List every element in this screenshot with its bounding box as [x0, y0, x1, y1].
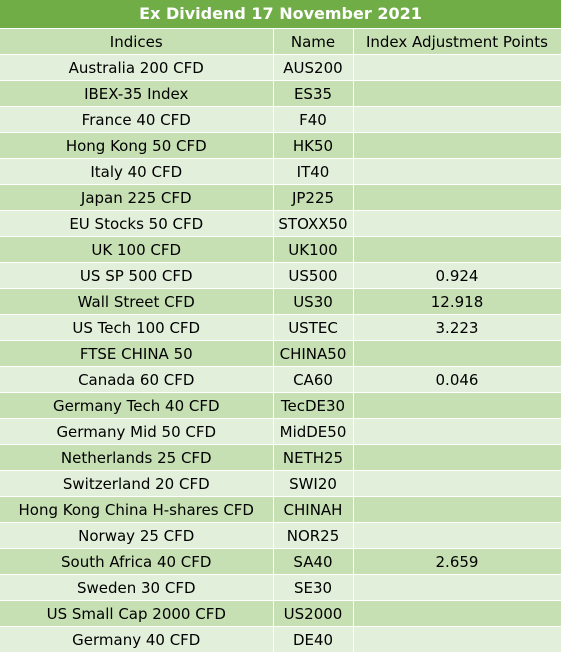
- cell-name: NETH25: [273, 444, 354, 471]
- cell-name: STOXX50: [273, 210, 354, 237]
- table-row: Germany Tech 40 CFD TecDE30: [0, 392, 561, 419]
- cell-name: UK100: [273, 236, 354, 263]
- table-row: FTSE CHINA 50 CHINA50: [0, 340, 561, 367]
- cell-points: 2.659: [353, 548, 561, 575]
- cell-index: Wall Street CFD: [0, 288, 274, 315]
- table-row: US Small Cap 2000 CFD US2000: [0, 600, 561, 627]
- header-name: Name: [273, 29, 354, 55]
- table-row: Italy 40 CFD IT40: [0, 158, 561, 185]
- cell-index: US Small Cap 2000 CFD: [0, 600, 274, 627]
- cell-points: 12.918: [353, 288, 561, 315]
- table-row: US Tech 100 CFD USTEC 3.223: [0, 314, 561, 341]
- cell-index: Hong Kong China H-shares CFD: [0, 496, 274, 523]
- cell-points: [353, 340, 561, 367]
- table-row: Japan 225 CFD JP225: [0, 184, 561, 211]
- cell-index: US Tech 100 CFD: [0, 314, 274, 341]
- table-row: South Africa 40 CFD SA40 2.659: [0, 548, 561, 575]
- cell-index: EU Stocks 50 CFD: [0, 210, 274, 237]
- table-row: France 40 CFD F40: [0, 106, 561, 133]
- cell-index: US SP 500 CFD: [0, 262, 274, 289]
- cell-points: [353, 236, 561, 263]
- cell-index: South Africa 40 CFD: [0, 548, 274, 575]
- dividend-table: Indices Name Index Adjustment Points Aus…: [0, 29, 561, 653]
- table-row: Netherlands 25 CFD NETH25: [0, 444, 561, 471]
- cell-points: [353, 132, 561, 159]
- cell-index: Japan 225 CFD: [0, 184, 274, 211]
- table-row: Norway 25 CFD NOR25: [0, 522, 561, 549]
- header-adjustment-points: Index Adjustment Points: [353, 29, 561, 55]
- header-indices: Indices: [0, 29, 274, 55]
- cell-index: Germany Tech 40 CFD: [0, 392, 274, 419]
- table-row: Canada 60 CFD CA60 0.046: [0, 366, 561, 393]
- cell-points: [353, 392, 561, 419]
- cell-index: Switzerland 20 CFD: [0, 470, 274, 497]
- sheet-title: Ex Dividend 17 November 2021: [0, 0, 561, 29]
- table-row: Hong Kong China H-shares CFD CHINAH: [0, 496, 561, 523]
- cell-points: [353, 210, 561, 237]
- cell-index: UK 100 CFD: [0, 236, 274, 263]
- cell-points: 0.924: [353, 262, 561, 289]
- cell-name: TecDE30: [273, 392, 354, 419]
- cell-index: Germany Mid 50 CFD: [0, 418, 274, 445]
- table-row: US SP 500 CFD US500 0.924: [0, 262, 561, 289]
- cell-points: [353, 106, 561, 133]
- cell-points: [353, 80, 561, 107]
- cell-name: F40: [273, 106, 354, 133]
- cell-points: [353, 444, 561, 471]
- cell-index: France 40 CFD: [0, 106, 274, 133]
- cell-name: NOR25: [273, 522, 354, 549]
- table-row: UK 100 CFD UK100: [0, 236, 561, 263]
- table-row: Germany Mid 50 CFD MidDE50: [0, 418, 561, 445]
- table-row: IBEX-35 Index ES35: [0, 80, 561, 107]
- table-row: Wall Street CFD US30 12.918: [0, 288, 561, 315]
- table-row: Hong Kong 50 CFD HK50: [0, 132, 561, 159]
- cell-name: US30: [273, 288, 354, 315]
- cell-points: [353, 54, 561, 81]
- cell-name: AUS200: [273, 54, 354, 81]
- cell-index: Hong Kong 50 CFD: [0, 132, 274, 159]
- cell-name: US2000: [273, 600, 354, 627]
- header-row: Indices Name Index Adjustment Points: [0, 29, 561, 55]
- cell-index: Netherlands 25 CFD: [0, 444, 274, 471]
- cell-name: JP225: [273, 184, 354, 211]
- cell-name: CHINAH: [273, 496, 354, 523]
- cell-name: SWI20: [273, 470, 354, 497]
- cell-points: [353, 496, 561, 523]
- cell-name: CA60: [273, 366, 354, 393]
- cell-points: 3.223: [353, 314, 561, 341]
- table-row: EU Stocks 50 CFD STOXX50: [0, 210, 561, 237]
- cell-points: [353, 184, 561, 211]
- cell-index: Italy 40 CFD: [0, 158, 274, 185]
- cell-points: [353, 574, 561, 601]
- cell-name: MidDE50: [273, 418, 354, 445]
- cell-points: [353, 600, 561, 627]
- cell-points: [353, 418, 561, 445]
- table-row: Sweden 30 CFD SE30: [0, 574, 561, 601]
- cell-name: HK50: [273, 132, 354, 159]
- cell-name: IT40: [273, 158, 354, 185]
- cell-index: Australia 200 CFD: [0, 54, 274, 81]
- cell-index: Norway 25 CFD: [0, 522, 274, 549]
- cell-name: US500: [273, 262, 354, 289]
- cell-points: [353, 158, 561, 185]
- table-row: Australia 200 CFD AUS200: [0, 54, 561, 81]
- cell-index: Sweden 30 CFD: [0, 574, 274, 601]
- cell-index: IBEX-35 Index: [0, 80, 274, 107]
- cell-name: SA40: [273, 548, 354, 575]
- cell-name: ES35: [273, 80, 354, 107]
- cell-points: 0.046: [353, 366, 561, 393]
- cell-name: CHINA50: [273, 340, 354, 367]
- cell-points: [353, 522, 561, 549]
- cell-index: Canada 60 CFD: [0, 366, 274, 393]
- cell-points: [353, 470, 561, 497]
- table-row: Switzerland 20 CFD SWI20: [0, 470, 561, 497]
- cell-name: SE30: [273, 574, 354, 601]
- cell-name: USTEC: [273, 314, 354, 341]
- cell-index: FTSE CHINA 50: [0, 340, 274, 367]
